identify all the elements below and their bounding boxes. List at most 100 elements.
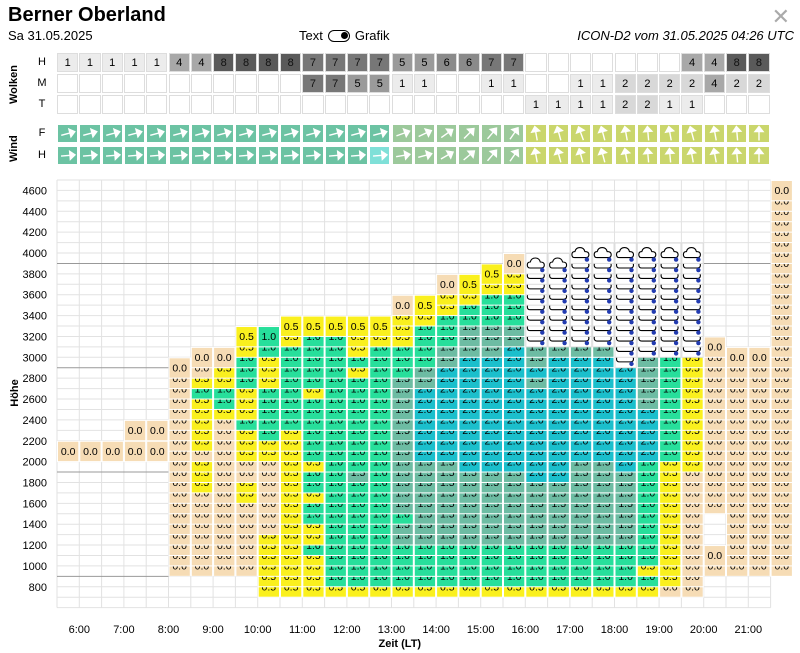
thermal-cell (748, 555, 771, 577)
thermal-cell (726, 545, 749, 567)
cloud-cell (614, 53, 636, 72)
thermal-value: 1.0 (351, 498, 366, 510)
thermal-cell (503, 388, 526, 410)
thermal-value: 0.5 (306, 321, 321, 333)
thermal-value: 0.0 (774, 269, 789, 281)
cloud-cell (458, 95, 480, 114)
thermal-value: 2.0 (574, 415, 589, 427)
cloud-cell (592, 253, 615, 275)
thermal-cell (480, 513, 504, 536)
thermal-cell (480, 430, 504, 452)
thermal-value: 1.0 (641, 509, 656, 521)
thermal-cell (748, 513, 771, 536)
thermal-cell (302, 430, 325, 452)
thermal-cell (636, 346, 660, 369)
thermal-cell (280, 336, 303, 358)
thermal-value: 0.5 (395, 321, 410, 333)
thermal-cell (525, 545, 548, 567)
thermal-cell (458, 409, 481, 431)
thermal-cell (346, 524, 370, 546)
thermal-value: 2.0 (418, 436, 433, 448)
cloud-cell (569, 326, 593, 348)
thermal-value: 0.5 (239, 404, 254, 416)
thermal-cell (569, 461, 593, 483)
toggle-switch[interactable] (327, 29, 350, 42)
thermal-value: 2.0 (462, 446, 477, 458)
cloud-cell (146, 95, 168, 114)
thermal-value: 1.5 (507, 529, 522, 541)
thermal-value: 1.0 (440, 550, 455, 562)
cloud-icon (682, 267, 701, 283)
thermal-cell (525, 378, 548, 400)
thermal-value: 1.0 (395, 550, 410, 562)
thermal-value: 0.0 (172, 561, 187, 573)
thermal-cell (302, 576, 325, 598)
thermal-value: 1.0 (328, 342, 343, 354)
thermal-value: 1.0 (239, 362, 254, 374)
thermal-cell (726, 378, 749, 400)
thermal-cell (480, 273, 504, 296)
thermal-cell (190, 409, 214, 431)
thermal-cell (302, 492, 325, 515)
thermal-cell (636, 388, 660, 410)
thermal-value: 0.0 (685, 477, 700, 489)
close-icon[interactable]: ✕ (771, 4, 790, 29)
thermal-cell (324, 399, 347, 421)
thermal-value: 2.0 (618, 373, 633, 385)
cloud-cell (636, 242, 660, 264)
thermal-value: 1.5 (574, 498, 589, 510)
thermal-cell (168, 451, 191, 473)
thermal-cell (280, 513, 303, 536)
thermal-cell (280, 545, 303, 567)
thermal-value: 0.0 (774, 279, 789, 291)
thermal-value: 1.5 (618, 529, 633, 541)
view-toggle[interactable]: Text Grafik (299, 28, 390, 43)
thermal-value: 1.0 (551, 561, 566, 573)
thermal-value: 1.0 (507, 550, 522, 562)
thermal-value: 1.5 (574, 456, 589, 468)
thermal-value: 1.5 (618, 477, 633, 489)
thermal-cell (480, 576, 504, 598)
thermal-cell (302, 419, 325, 442)
thermal-value: 1.0 (351, 394, 366, 406)
cloud-cell (592, 294, 615, 317)
thermal-value: 1.0 (574, 571, 589, 583)
thermal-cell (257, 492, 281, 515)
thermal-cell (525, 492, 548, 515)
cloud-cell (659, 336, 682, 358)
thermal-value: 1.0 (418, 561, 433, 573)
cloud-cell: 4 (703, 53, 725, 72)
thermal-value: 1.0 (663, 394, 678, 406)
y-tick-label: 3400 (23, 311, 47, 323)
thermal-value: 0.5 (306, 550, 321, 562)
thermal-value: 2.0 (440, 362, 455, 374)
thermal-value: 2.0 (507, 415, 522, 427)
x-tick-label: 21:00 (735, 624, 763, 636)
cloud-cell (525, 273, 548, 296)
thermal-cell (413, 315, 437, 337)
thermal-cell (324, 576, 347, 598)
thermal-cell (659, 555, 682, 577)
thermal-value: 0.5 (284, 571, 299, 583)
thermal-value: 0.5 (195, 467, 210, 479)
thermal-cell (369, 326, 392, 348)
thermal-cell (302, 451, 325, 473)
thermal-value: 1.0 (262, 425, 277, 437)
thermal-value: 0.5 (462, 279, 477, 291)
thermal-cell (369, 399, 392, 421)
thermal-value: 1.0 (328, 456, 343, 468)
thermal-value: 1.5 (641, 383, 656, 395)
thermal-value: 0.0 (708, 383, 723, 395)
cloud-cell (547, 326, 570, 348)
thermal-cell (614, 378, 637, 400)
cloud-icon (549, 257, 568, 273)
thermal-value: 2.0 (485, 383, 500, 395)
thermal-cell (391, 461, 414, 483)
thermal-value: 1.0 (239, 373, 254, 385)
thermal-cell (391, 378, 414, 400)
thermal-cell (703, 430, 727, 452)
thermal-cell (413, 534, 437, 556)
thermal-value: 0.5 (262, 550, 277, 562)
thermal-value: 1.0 (306, 415, 321, 427)
thermal-value: 0.5 (306, 456, 321, 468)
